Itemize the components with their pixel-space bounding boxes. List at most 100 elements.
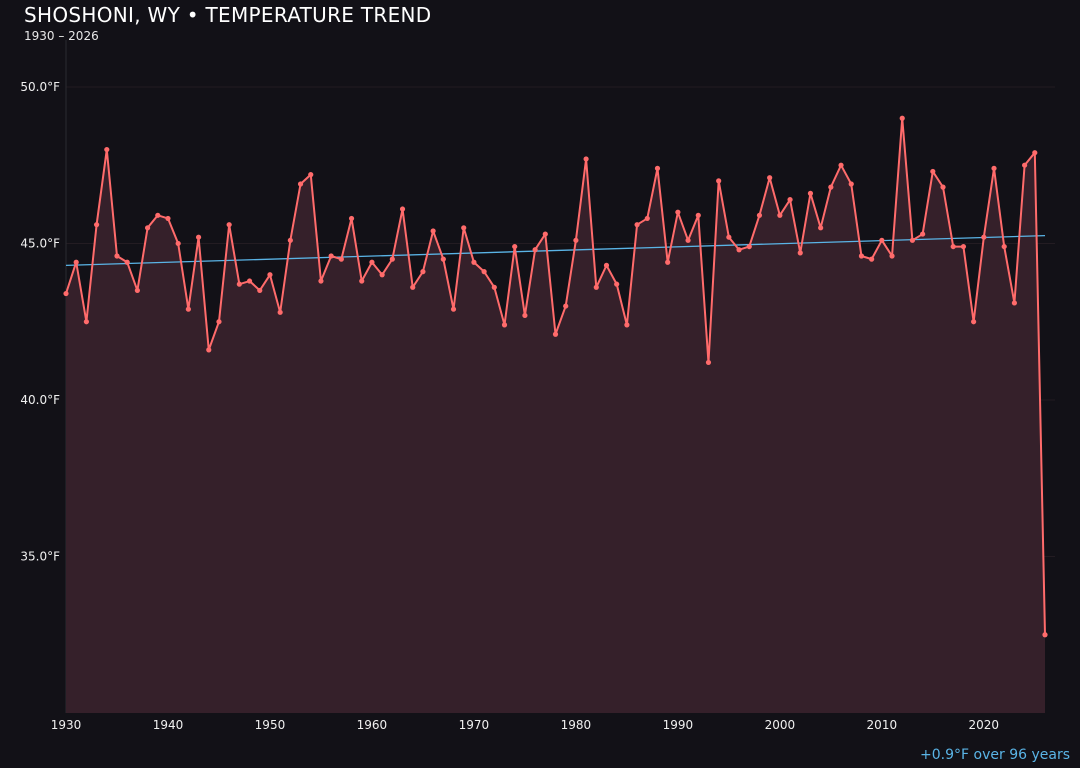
data-point bbox=[155, 212, 161, 218]
data-point bbox=[726, 234, 732, 240]
data-point bbox=[83, 319, 89, 325]
data-point bbox=[858, 253, 865, 259]
data-point bbox=[318, 278, 324, 284]
data-point bbox=[807, 190, 814, 196]
x-tick-label: 1970 bbox=[459, 718, 490, 732]
x-tick-label: 1980 bbox=[561, 718, 592, 732]
data-point bbox=[583, 156, 589, 162]
data-point bbox=[165, 215, 171, 222]
data-point bbox=[399, 206, 406, 212]
data-point bbox=[124, 259, 130, 265]
data-point bbox=[481, 269, 487, 275]
x-tick-label: 1990 bbox=[663, 718, 694, 732]
data-point bbox=[1011, 300, 1018, 306]
y-tick-label: 35.0°F bbox=[20, 549, 60, 563]
data-point bbox=[909, 237, 916, 243]
data-point bbox=[501, 322, 508, 328]
data-point bbox=[552, 331, 559, 337]
data-point bbox=[297, 181, 304, 187]
data-point bbox=[950, 243, 956, 250]
data-point bbox=[114, 253, 120, 259]
data-point bbox=[93, 222, 100, 228]
data-point bbox=[971, 319, 977, 325]
data-point bbox=[104, 146, 110, 153]
data-point bbox=[695, 212, 701, 218]
data-point bbox=[134, 287, 140, 294]
data-point bbox=[563, 303, 569, 309]
area-fill bbox=[66, 118, 1045, 714]
x-tick-label: 1950 bbox=[255, 718, 286, 732]
data-point bbox=[899, 115, 905, 121]
data-point bbox=[532, 247, 538, 253]
data-point bbox=[430, 228, 436, 234]
data-point bbox=[624, 322, 630, 328]
data-point bbox=[981, 234, 987, 240]
data-point bbox=[614, 281, 620, 287]
x-tick-label: 2000 bbox=[765, 718, 796, 732]
data-point bbox=[359, 278, 365, 284]
x-tick-label: 2010 bbox=[867, 718, 898, 732]
y-tick-label: 40.0°F bbox=[20, 393, 60, 407]
data-point bbox=[705, 359, 712, 366]
data-point bbox=[328, 253, 334, 259]
data-point bbox=[73, 259, 79, 265]
data-point bbox=[175, 240, 181, 247]
data-point bbox=[756, 212, 763, 218]
data-point bbox=[226, 222, 232, 228]
data-point bbox=[308, 172, 314, 178]
data-point bbox=[930, 168, 936, 175]
x-tick-label: 1940 bbox=[153, 718, 184, 732]
data-point bbox=[746, 243, 752, 250]
data-point bbox=[348, 215, 355, 222]
data-point bbox=[369, 259, 375, 265]
chart-subtitle: 1930 – 2026 bbox=[24, 29, 99, 43]
data-point bbox=[991, 165, 997, 171]
data-point bbox=[185, 306, 191, 312]
data-point bbox=[267, 272, 273, 278]
data-point bbox=[879, 237, 885, 243]
data-point bbox=[144, 225, 151, 231]
data-point bbox=[1042, 632, 1048, 638]
data-point bbox=[920, 231, 926, 237]
data-point bbox=[287, 237, 293, 243]
data-point bbox=[440, 256, 446, 262]
data-point bbox=[818, 225, 824, 231]
data-point bbox=[389, 256, 395, 262]
data-point bbox=[665, 259, 671, 265]
data-point bbox=[593, 284, 599, 290]
data-point bbox=[777, 212, 783, 218]
data-point bbox=[940, 184, 946, 190]
data-point bbox=[450, 306, 457, 312]
data-point bbox=[216, 319, 222, 325]
data-point bbox=[685, 237, 691, 243]
data-point bbox=[736, 247, 742, 253]
data-point bbox=[471, 259, 477, 265]
data-point bbox=[634, 222, 640, 228]
data-point bbox=[420, 269, 426, 275]
data-point bbox=[1001, 243, 1007, 250]
data-point bbox=[461, 225, 467, 231]
data-point bbox=[889, 253, 895, 259]
trend-annotation: +0.9°F over 96 years bbox=[920, 747, 1070, 763]
y-tick-label: 50.0°F bbox=[20, 80, 60, 94]
data-point bbox=[206, 347, 212, 353]
data-point bbox=[675, 209, 681, 215]
data-point bbox=[828, 184, 834, 190]
data-point bbox=[573, 237, 579, 243]
data-point bbox=[848, 181, 854, 187]
data-point bbox=[1032, 150, 1038, 156]
x-tick-label: 1960 bbox=[357, 718, 388, 732]
data-point bbox=[63, 290, 69, 297]
data-point bbox=[767, 175, 773, 181]
data-point bbox=[236, 281, 242, 287]
data-point bbox=[257, 287, 263, 294]
data-point bbox=[869, 256, 875, 262]
data-point bbox=[838, 162, 844, 168]
x-tick-label: 1930 bbox=[51, 718, 82, 732]
data-point bbox=[195, 234, 202, 240]
x-tick-label: 2020 bbox=[969, 718, 1000, 732]
data-point bbox=[787, 197, 793, 203]
data-point bbox=[410, 284, 416, 290]
chart-title: SHOSHONI, WY • TEMPERATURE TREND bbox=[24, 3, 432, 27]
data-point bbox=[960, 243, 967, 250]
